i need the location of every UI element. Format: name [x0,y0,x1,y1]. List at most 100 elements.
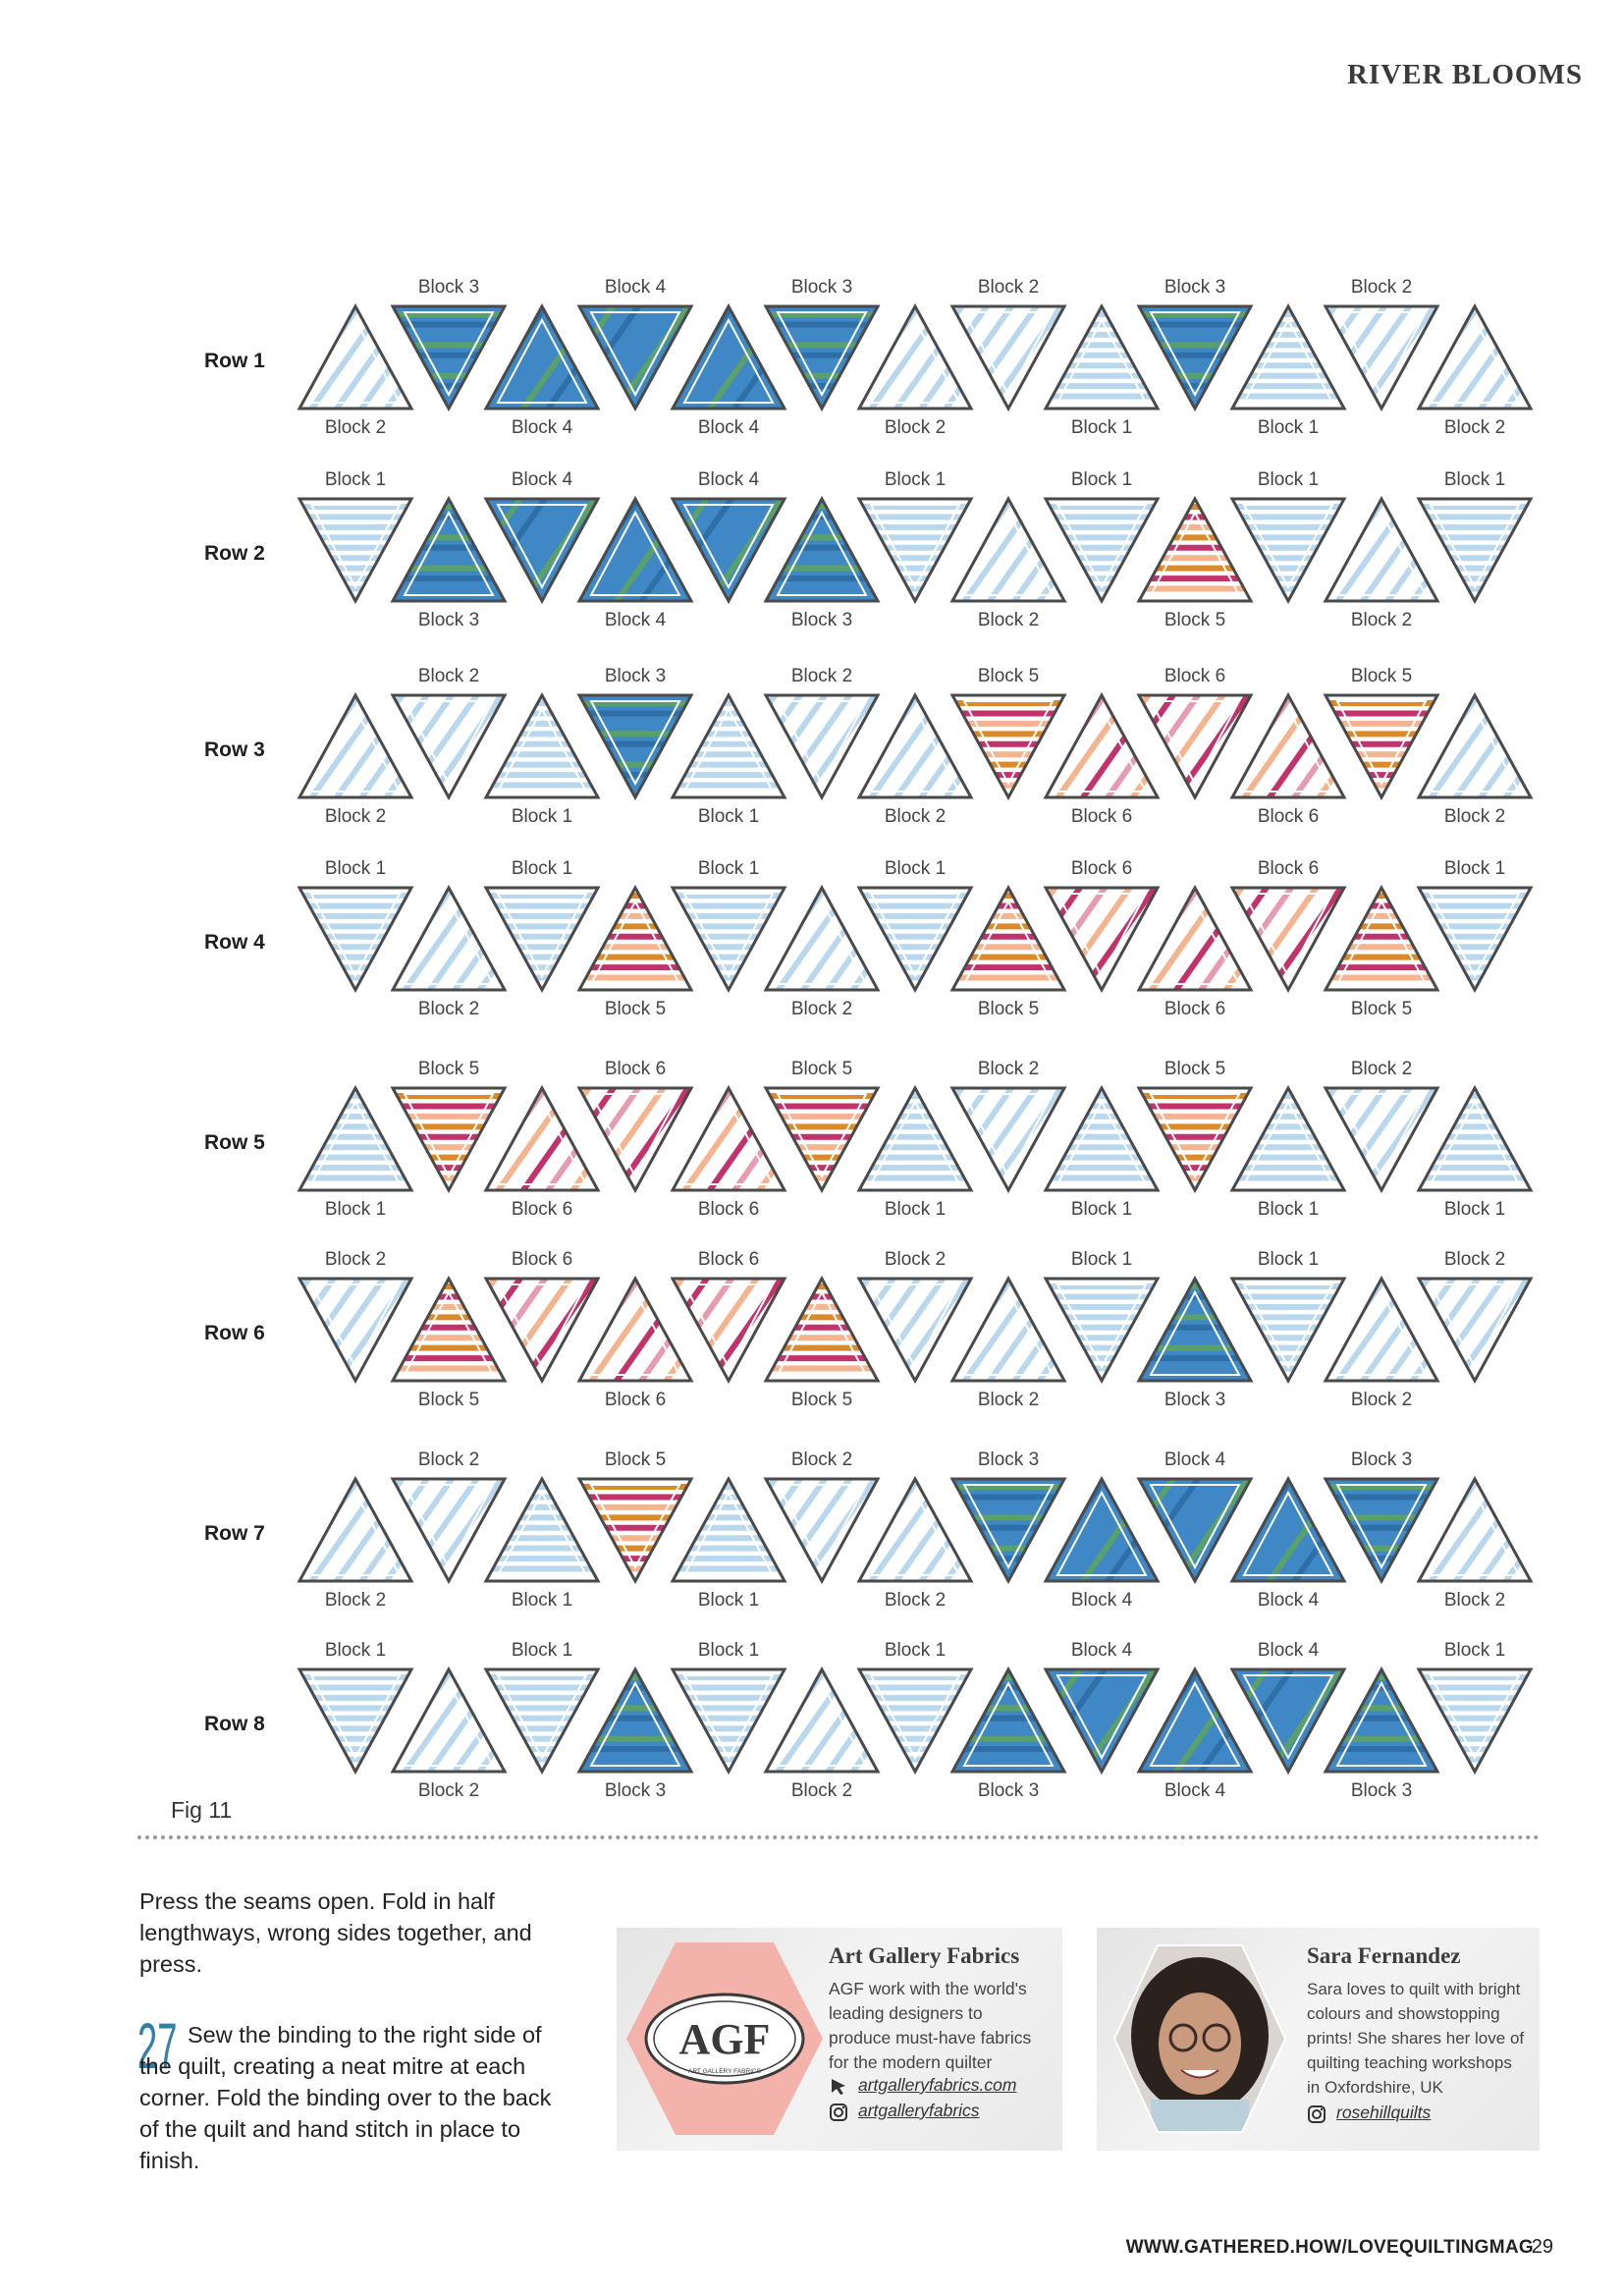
quilt-triangle [1323,693,1440,801]
block-label: Block 1 [1071,469,1132,490]
quilt-triangle [576,884,694,992]
block-label: Block 6 [1164,999,1225,1019]
block-label: Block 1 [885,1640,946,1661]
block-label: Block 1 [512,1590,572,1611]
block-label: Block 1 [512,858,572,879]
block-label: Block 2 [1351,610,1412,630]
block-label: Block 5 [791,1390,852,1410]
block-label: Block 1 [1071,1199,1132,1220]
block-label: Block 6 [1258,806,1319,827]
quilt-triangle [297,1667,414,1776]
block-label: Block 2 [418,666,479,686]
block-label: Block 6 [698,1249,759,1270]
block-label: Block 1 [1258,417,1319,438]
block-label: Block 2 [1351,1390,1412,1410]
block-label: Block 1 [1258,469,1319,490]
block-label: Block 4 [605,610,667,630]
quilt-triangle [670,886,787,994]
designer-instagram-link[interactable]: rosehillquilts [1336,2103,1432,2122]
block-label: Block 2 [325,1590,386,1611]
quilt-row: Row 6 Block 2 Block 5 Block 6 Block 6 Block 6… [204,1249,1534,1410]
block-label: Block 4 [1164,1449,1226,1470]
quilt-triangle [390,304,508,412]
block-label: Block 1 [1071,1249,1132,1270]
block-label: Block 5 [1164,1059,1225,1079]
quilt-triangle [1043,497,1161,605]
quilt-triangle [1229,302,1347,410]
block-label: Block 6 [512,1199,572,1220]
block-label: Block 3 [605,1780,666,1801]
block-label: Block 1 [512,806,572,827]
agf-instagram-link[interactable]: artgalleryfabrics [858,2101,980,2120]
quilt-triangle [856,886,974,994]
quilt-triangle [1229,1277,1347,1385]
block-label: Block 2 [1444,417,1505,438]
quilt-triangle [1043,302,1161,410]
quilt-triangle [949,884,1067,992]
block-label: Block 5 [791,1059,852,1079]
quilt-triangle [1416,886,1534,994]
block-label: Block 1 [698,1590,759,1611]
block-label: Block 1 [885,469,946,490]
quilt-triangle [390,1086,508,1194]
block-label: Block 4 [698,417,760,438]
designer-portrait [1112,1944,1287,2133]
block-label: Block 2 [325,1249,386,1270]
row-layout-diagram: Row 1 Block 2 Block 3 Block 4 Block 4 Block 4… [204,277,1534,1801]
block-label: Block 5 [978,999,1039,1019]
block-label: Block 1 [325,1640,386,1661]
block-label: Block 3 [791,610,852,630]
designer-title: Sara Fernandez [1307,1943,1461,1968]
quilt-triangle [670,1667,787,1776]
block-label: Block 3 [418,610,479,630]
quilt-row: Row 8 Block 1 Block 2 Block 1 Block 3 Block 1… [204,1640,1534,1801]
block-label: Block 4 [1071,1640,1133,1661]
block-label: Block 3 [978,1780,1039,1801]
block-label: Block 1 [512,1640,572,1661]
block-label: Block 5 [605,999,666,1019]
block-label: Block 5 [1351,666,1412,686]
block-label: Block 2 [978,1059,1039,1079]
block-label: Block 3 [791,277,852,298]
block-label: Block 1 [1444,1640,1505,1661]
quilt-row: Row 3 Block 2 Block 2 Block 1 Block 3 Block 1… [204,666,1534,827]
block-label: Block 2 [1351,1059,1412,1079]
quilt-triangle [1323,1477,1440,1585]
agf-logo: AGF ART GALLERY FABRICS [626,1942,823,2135]
block-label: Block 2 [325,806,386,827]
block-label: Block 2 [885,806,946,827]
quilt-triangle [856,1084,974,1192]
quilt-triangle [949,693,1067,801]
block-label: Block 1 [1258,1199,1319,1220]
quilt-triangle [1136,304,1254,412]
quilt-triangle [1136,1086,1254,1194]
block-label: Block 1 [698,1640,759,1661]
quilt-triangle [297,1084,414,1192]
block-label: Block 5 [978,666,1039,686]
block-label: Block 1 [325,1199,386,1220]
block-label: Block 5 [418,1390,479,1410]
quilt-row: Row 4 Block 1 Block 2 Block 1 Block 5 Block 1… [204,858,1534,1019]
block-label: Block 4 [1258,1640,1320,1661]
block-label: Block 2 [325,417,386,438]
quilt-triangle [949,1666,1067,1774]
block-label: Block 1 [698,806,759,827]
agf-website-link[interactable]: artgalleryfabrics.com [858,2075,1017,2095]
cursor-icon [832,2079,845,2095]
row-label: Row 3 [204,738,265,761]
block-label: Block 6 [1258,858,1319,879]
page-number: 29 [1531,2236,1553,2258]
quilt-triangle [1323,1666,1440,1774]
section-divider [137,1835,1540,1839]
footer-url[interactable]: WWW.GATHERED.HOW/LOVEQUILTINGMAG [1125,2237,1534,2258]
instagram-icon [1308,2105,1326,2123]
block-label: Block 2 [1444,806,1505,827]
step-text: Sew the binding to the right side of the… [139,2022,552,2173]
block-label: Block 1 [885,1199,946,1220]
quilt-triangle [483,1475,601,1583]
row-label: Row 8 [204,1713,265,1735]
block-label: Block 5 [1351,999,1412,1019]
agf-title: Art Gallery Fabrics [829,1943,1020,1968]
agf-card: AGF ART GALLERY FABRICS Art Gallery Fabr… [617,1928,1062,2151]
quilt-triangle [1229,1084,1347,1192]
